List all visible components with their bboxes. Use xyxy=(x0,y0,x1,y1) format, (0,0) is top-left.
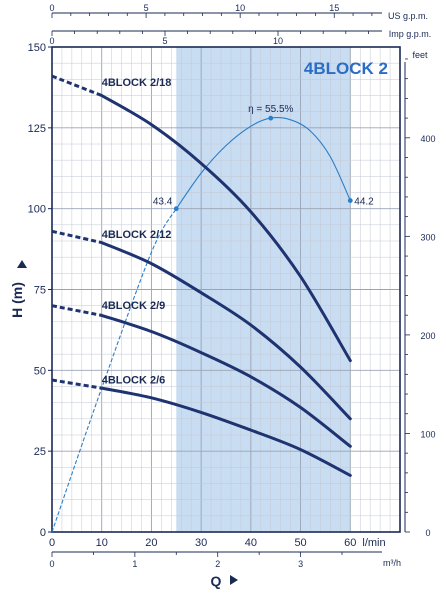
y-tick-label: 100 xyxy=(28,204,46,216)
curve-4block-2-6: 4BLOCK 2/6 xyxy=(51,374,352,477)
chart-title: 4BLOCK 2 xyxy=(304,59,388,78)
x-tick-label: 10 xyxy=(96,537,108,549)
curve-4block-2-9: 4BLOCK 2/9 xyxy=(51,300,352,448)
efficiency-curve: 43.4 η = 55.5% 44.2 xyxy=(51,104,374,533)
top-imp-tick-label: 5 xyxy=(162,36,167,46)
x-tick-label: 40 xyxy=(245,537,257,549)
y-tick-label: 25 xyxy=(34,446,46,458)
top-us-tick-label: 15 xyxy=(329,3,339,13)
curve-solid xyxy=(100,94,352,363)
y-axis-arrow-icon xyxy=(17,260,27,268)
curve-dashed xyxy=(51,74,103,97)
pump-curves: 4BLOCK 2/18 4BLOCK 2/12 4BLOCK 2/9 4BLOCK 2… xyxy=(51,74,352,477)
bottom-tick-label: 1 xyxy=(132,559,137,569)
grid xyxy=(51,46,401,533)
curve-4block-2-12: 4BLOCK 2/12 xyxy=(51,229,352,421)
curve-label: 4BLOCK 2/12 xyxy=(102,229,172,241)
right-tick-label: 0 xyxy=(425,528,430,538)
efficiency-point xyxy=(347,198,353,203)
efficiency-point xyxy=(173,206,179,212)
curve-dashed xyxy=(51,304,102,317)
curve-solid xyxy=(100,313,352,448)
y-tick-label: 125 xyxy=(28,123,46,135)
y-unit-right: feet xyxy=(412,50,428,60)
x-axis-label: Q xyxy=(211,573,222,589)
curve-label: 4BLOCK 2/9 xyxy=(102,300,166,312)
right-tick-label: 300 xyxy=(420,232,435,242)
x-unit-top-imp: Imp g.p.m. xyxy=(389,29,432,39)
x-tick-label: 30 xyxy=(195,537,207,549)
x-unit-top-us: US g.p.m. xyxy=(388,11,428,21)
y-tick-label: 50 xyxy=(34,365,46,377)
curve-solid xyxy=(100,386,352,477)
efficiency-point xyxy=(268,115,274,121)
efficiency-label: 43.4 xyxy=(153,197,173,208)
x-axis-arrow-icon xyxy=(230,575,238,585)
x-unit-bottom: m³/h xyxy=(383,558,401,568)
x-tick-label: 0 xyxy=(49,537,55,549)
bottom-tick-label: 0 xyxy=(49,559,54,569)
top-us-tick-label: 0 xyxy=(49,3,54,13)
top-us-tick-label: 10 xyxy=(235,3,245,13)
right-tick-label: 200 xyxy=(420,331,435,341)
top-us-tick-label: 5 xyxy=(144,3,149,13)
x-unit-main: l/min xyxy=(362,537,385,549)
curve-label: 4BLOCK 2/6 xyxy=(102,374,166,386)
efficiency-line-dashed xyxy=(51,208,177,533)
efficiency-label: η = 55.5% xyxy=(248,104,293,115)
top-imp-tick-label: 0 xyxy=(49,36,54,46)
y-tick-label: 150 xyxy=(28,42,46,54)
curve-solid xyxy=(100,241,352,421)
x-tick-label: 50 xyxy=(294,537,306,549)
y-axis-label: H (m) xyxy=(9,282,25,318)
curve-4block-2-18: 4BLOCK 2/18 xyxy=(51,74,352,363)
right-tick-label: 400 xyxy=(420,134,435,144)
x-tick-label: 20 xyxy=(145,537,157,549)
bottom-tick-label: 3 xyxy=(298,559,303,569)
curve-label: 4BLOCK 2/18 xyxy=(102,77,172,89)
y-tick-label: 75 xyxy=(34,285,46,297)
bottom-tick-label: 2 xyxy=(215,559,220,569)
top-imp-tick-label: 10 xyxy=(273,36,283,46)
efficiency-label: 44.2 xyxy=(354,197,374,208)
right-tick-label: 100 xyxy=(420,429,435,439)
curve-dashed xyxy=(51,378,102,390)
x-tick-label: 60 xyxy=(344,537,356,549)
y-tick-label: 0 xyxy=(40,527,46,539)
curve-dashed xyxy=(51,229,103,245)
